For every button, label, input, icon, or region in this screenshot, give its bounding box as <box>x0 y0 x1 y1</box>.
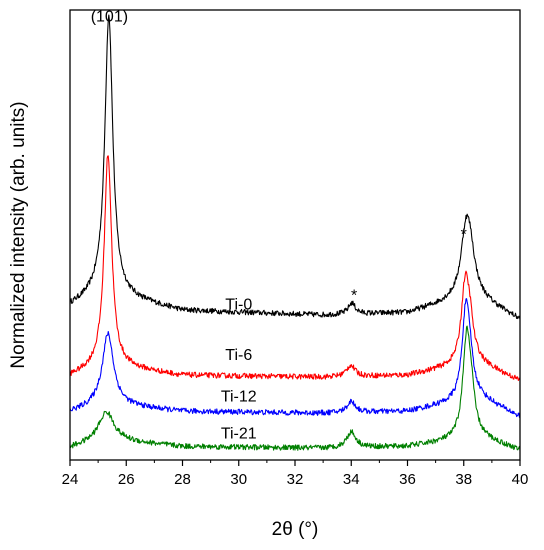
x-tick-label: 26 <box>118 471 135 488</box>
peak-index-label: (101) <box>91 8 128 25</box>
series-label-ti-0: Ti-0 <box>225 296 252 313</box>
x-tick-label: 34 <box>343 471 360 488</box>
series-line-ti-0 <box>69 14 521 320</box>
x-tick-label: 24 <box>62 471 79 488</box>
series-label-ti-12: Ti-12 <box>221 389 257 406</box>
x-tick-label: 36 <box>399 471 416 488</box>
series-label-ti-21: Ti-21 <box>221 425 257 442</box>
x-tick-label: 40 <box>512 471 529 488</box>
series-label-ti-6: Ti-6 <box>225 347 252 364</box>
x-axis-title: 2θ (°) <box>272 519 319 540</box>
plot-lines <box>69 14 521 451</box>
peak-marker-asterisk: * <box>461 227 467 244</box>
labels-layer: Ti-0 Ti-6 Ti-12 Ti-21 (101) * * <box>91 8 467 442</box>
peak-marker-asterisk: * <box>351 287 357 304</box>
x-tick-label: 28 <box>174 471 191 488</box>
x-axis-ticks: 24 26 28 30 32 34 36 38 40 <box>62 460 529 488</box>
series-line-ti-21 <box>69 325 521 451</box>
x-tick-label: 38 <box>455 471 472 488</box>
series-line-ti-6 <box>69 155 521 381</box>
series-line-ti-12 <box>69 298 521 418</box>
x-tick-label: 30 <box>230 471 247 488</box>
y-axis-title: Normalized intensity (arb. units) <box>8 101 29 368</box>
x-tick-label: 32 <box>287 471 304 488</box>
